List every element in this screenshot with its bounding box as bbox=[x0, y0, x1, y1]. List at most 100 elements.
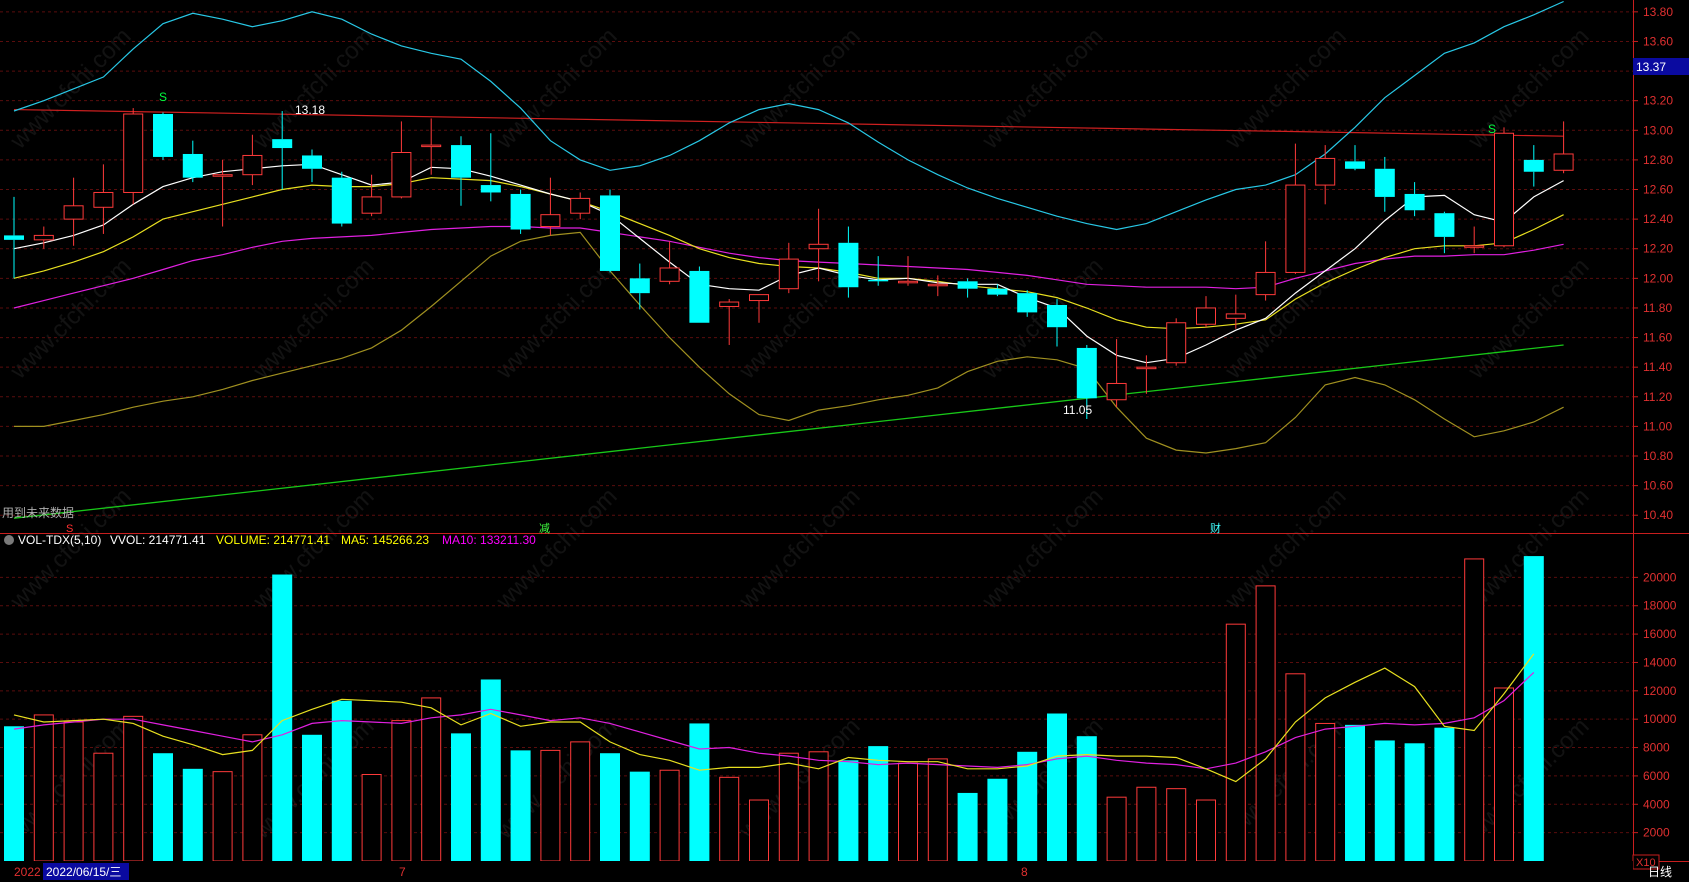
resistance-line bbox=[13, 108, 1564, 137]
price-tick-label: 12.40 bbox=[1643, 212, 1673, 226]
candle-body-up bbox=[1494, 132, 1514, 247]
candle-body-up bbox=[1255, 271, 1276, 296]
watermark-text: www.cfchi.com bbox=[733, 483, 865, 615]
watermark-text: www.cfchi.com bbox=[4, 253, 136, 385]
volume-tick-label: 8000 bbox=[1643, 741, 1670, 755]
volume-bar-up bbox=[361, 773, 382, 862]
volume-bar-up bbox=[540, 749, 561, 862]
candle bbox=[1196, 296, 1216, 328]
candle-body-up bbox=[898, 280, 918, 284]
candle bbox=[987, 284, 1008, 297]
candle bbox=[4, 196, 24, 279]
candle bbox=[808, 208, 829, 282]
candle bbox=[361, 174, 382, 217]
date-axis-year: 2022 bbox=[14, 865, 41, 879]
volume-bar-up bbox=[123, 715, 144, 862]
current-price-tag: 13.37 bbox=[1636, 60, 1666, 74]
legend-ma5: MA5: 145266.23 bbox=[341, 533, 429, 547]
watermark-text: www.cfchi.com bbox=[976, 483, 1108, 615]
watermark-text: www.cfchi.com bbox=[490, 253, 622, 385]
high-price-label: 13.18 bbox=[295, 103, 325, 117]
volume-bar-up bbox=[1285, 673, 1306, 862]
candle-body-down bbox=[1404, 193, 1425, 211]
price-tick-label: 11.00 bbox=[1643, 419, 1672, 433]
volume-tick-label: 6000 bbox=[1643, 769, 1670, 783]
volume-bar-down bbox=[838, 760, 859, 861]
candle-body-down bbox=[1017, 293, 1038, 313]
volume-bar-down bbox=[331, 700, 352, 861]
candle-body-down bbox=[1523, 159, 1544, 172]
candle bbox=[93, 164, 114, 234]
period-selector[interactable]: 日线 bbox=[1648, 865, 1672, 879]
candle-body-up bbox=[1464, 245, 1485, 248]
candle-body-up bbox=[1285, 184, 1306, 273]
volume-tick-label: 18000 bbox=[1643, 599, 1677, 613]
long-trend-line bbox=[13, 344, 1564, 519]
month-mark-7: 7 bbox=[399, 865, 406, 879]
volume-axis-ticks: 20000 18000 16000 14000 12000 10000 8000 6000 40… bbox=[1633, 570, 1677, 840]
candle bbox=[63, 177, 84, 246]
volume-bar-up bbox=[391, 720, 412, 862]
volume-bar-down bbox=[1434, 727, 1455, 861]
upper-band-line bbox=[13, 0, 1564, 231]
volume-bar-down bbox=[510, 750, 531, 861]
candle bbox=[1404, 182, 1425, 217]
candle bbox=[927, 275, 948, 297]
candle bbox=[212, 159, 233, 227]
candle-body-down bbox=[302, 155, 322, 169]
candlestick-series bbox=[4, 108, 1574, 419]
indicator-menu-icon[interactable] bbox=[4, 535, 14, 545]
watermark-text: www.cfchi.com bbox=[976, 23, 1108, 155]
volume-bar-up bbox=[1196, 799, 1216, 862]
volume-indicator-title[interactable]: VOL-TDX(5,10) bbox=[18, 533, 101, 547]
candle bbox=[331, 171, 352, 227]
volume-bar-up bbox=[749, 799, 769, 862]
volume-bar-up bbox=[719, 776, 740, 862]
bottom-mark-cai: 财 bbox=[1210, 521, 1221, 535]
candle bbox=[957, 278, 978, 298]
candle-body-up bbox=[749, 294, 769, 302]
volume-bar-down bbox=[480, 679, 501, 861]
volume-bars bbox=[4, 556, 1544, 862]
candle-body-up bbox=[1315, 157, 1336, 186]
candle-body-up bbox=[778, 258, 799, 290]
candle bbox=[153, 112, 173, 160]
candle bbox=[1494, 127, 1514, 248]
candle bbox=[182, 140, 203, 183]
current-price-tag-bg bbox=[1633, 58, 1689, 75]
candle-body-up bbox=[212, 174, 233, 177]
volume-bar-down bbox=[1076, 736, 1097, 861]
candle bbox=[600, 189, 620, 273]
volume-bar-down bbox=[957, 792, 978, 861]
volume-bar-up bbox=[778, 752, 799, 862]
candle-body-up bbox=[242, 154, 263, 176]
candle bbox=[123, 108, 144, 205]
watermark-text: www.cfchi.com bbox=[1462, 253, 1594, 385]
volume-bar-up bbox=[1136, 786, 1157, 862]
candle-body-up bbox=[719, 301, 740, 307]
volume-tick-label: 4000 bbox=[1643, 797, 1670, 811]
candle bbox=[302, 149, 322, 183]
candle-body-down bbox=[182, 153, 203, 178]
volume-tick-label: 16000 bbox=[1643, 627, 1677, 641]
candle-body-up bbox=[1136, 366, 1157, 370]
volume-bar-up bbox=[927, 758, 948, 862]
volume-bar-down bbox=[153, 753, 173, 861]
candle bbox=[1076, 344, 1097, 419]
candle bbox=[1285, 143, 1306, 274]
candle-body-down bbox=[1345, 161, 1365, 169]
candle-body-down bbox=[153, 114, 173, 157]
candle bbox=[1255, 241, 1276, 301]
volume-bar-down bbox=[987, 778, 1008, 861]
volume-bar-up bbox=[1494, 687, 1514, 862]
volume-bar-down bbox=[4, 726, 24, 861]
candle bbox=[33, 226, 54, 249]
candle-body-up bbox=[927, 283, 948, 287]
grid-lines bbox=[0, 11, 1633, 834]
candle-body-up bbox=[1166, 322, 1187, 364]
candle-body-down bbox=[600, 195, 620, 271]
volume-bar-up bbox=[898, 762, 918, 862]
candle bbox=[540, 177, 561, 236]
bottom-mark-jian: 减 bbox=[539, 522, 550, 535]
